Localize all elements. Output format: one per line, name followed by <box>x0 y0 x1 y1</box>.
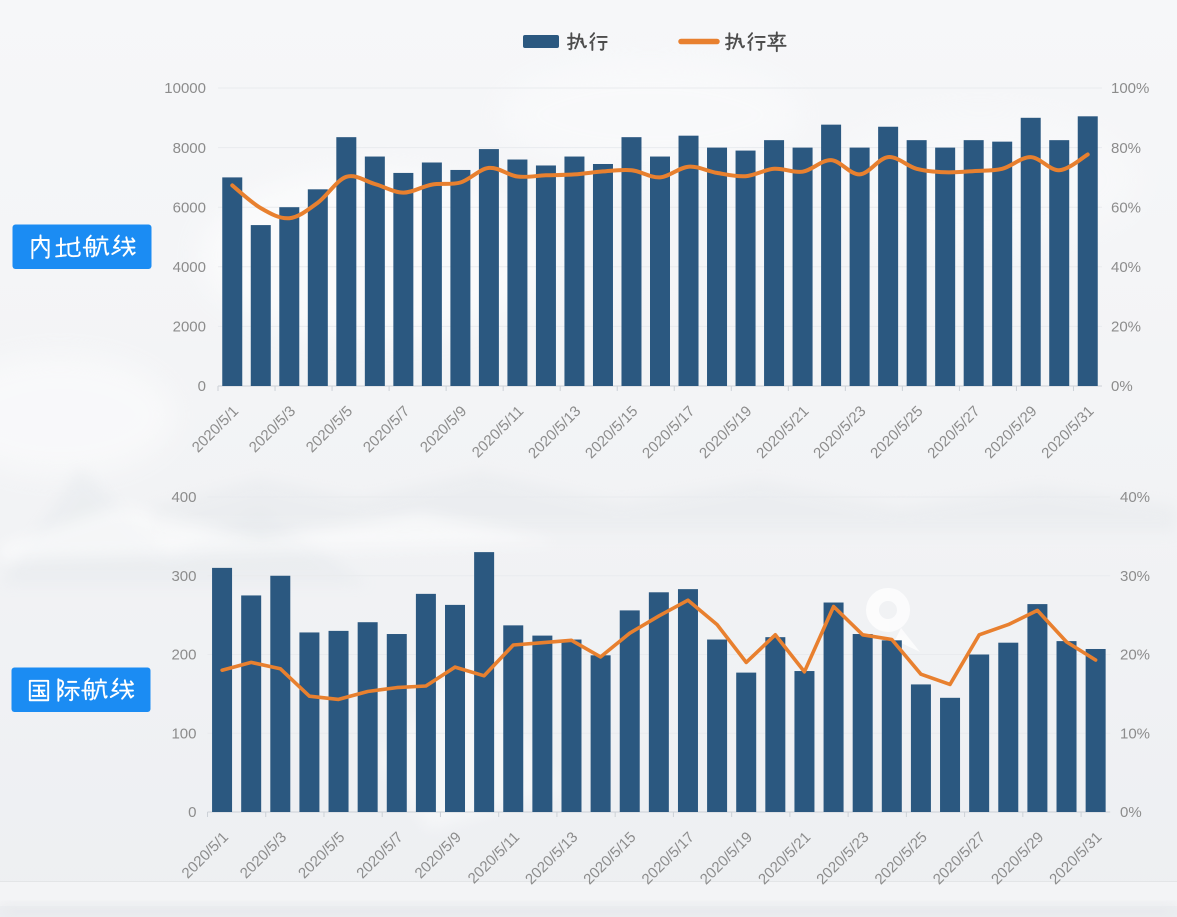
svg-text:40%: 40% <box>1120 489 1150 506</box>
svg-text:8000: 8000 <box>173 140 206 157</box>
svg-text:0: 0 <box>188 804 196 821</box>
svg-text:100%: 100% <box>1111 80 1149 97</box>
svg-text:100: 100 <box>171 726 196 743</box>
svg-text:10%: 10% <box>1120 726 1150 743</box>
svg-text:20%: 20% <box>1111 319 1141 336</box>
svg-text:200: 200 <box>171 647 196 664</box>
svg-text:0%: 0% <box>1111 378 1133 395</box>
svg-text:40%: 40% <box>1111 259 1141 276</box>
svg-text:6000: 6000 <box>173 199 206 216</box>
svg-text:300: 300 <box>171 568 196 585</box>
svg-text:2000: 2000 <box>173 319 206 336</box>
svg-text:0%: 0% <box>1120 804 1142 821</box>
svg-text:60%: 60% <box>1111 199 1141 216</box>
svg-text:400: 400 <box>171 489 196 506</box>
svg-text:10000: 10000 <box>164 80 206 97</box>
svg-text:80%: 80% <box>1111 140 1141 157</box>
svg-text:20%: 20% <box>1120 647 1150 664</box>
svg-text:0: 0 <box>198 378 206 395</box>
svg-text:30%: 30% <box>1120 568 1150 585</box>
svg-text:4000: 4000 <box>173 259 206 276</box>
